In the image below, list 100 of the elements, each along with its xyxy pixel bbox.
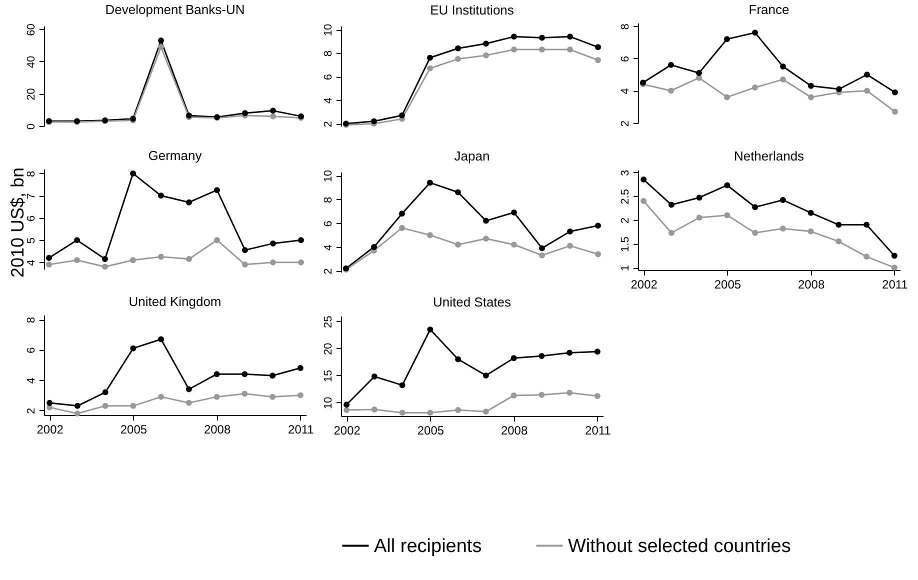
point (567, 242, 573, 249)
chart-title: Netherlands (734, 148, 805, 164)
point (158, 38, 164, 44)
point (668, 88, 674, 94)
point (864, 72, 870, 78)
point (640, 176, 647, 183)
point (539, 46, 545, 53)
x-tick-label: 2008 (798, 278, 825, 292)
point (780, 76, 786, 82)
point (371, 406, 378, 413)
point (566, 350, 573, 356)
y-tick-label: 10 (322, 396, 334, 410)
y-tick-label: 2 (26, 408, 38, 414)
point (158, 394, 164, 400)
point (752, 30, 758, 36)
point (214, 371, 220, 378)
point (836, 86, 842, 92)
point (102, 402, 108, 409)
point (242, 390, 248, 397)
point (864, 254, 870, 260)
point (102, 264, 108, 270)
point (780, 64, 786, 70)
y-tick-label: 40 (26, 56, 38, 68)
point (102, 389, 108, 396)
y-tick-label: 8 (322, 196, 334, 203)
x-tick-label: 2002 (630, 278, 658, 292)
y-tick-label: 4 (322, 244, 334, 251)
point (696, 194, 702, 201)
point (482, 408, 489, 415)
y-tick-label: 3 (620, 170, 632, 176)
y-tick-label: 8 (26, 170, 38, 178)
chart-title: United States (432, 294, 512, 310)
x-tick-label: 2011 (288, 422, 314, 436)
chart-title: Development Banks-UN (105, 2, 245, 18)
point (836, 238, 842, 244)
y-tick-label: 6 (620, 56, 632, 62)
y-tick-label: 20 (322, 342, 334, 356)
point (696, 70, 702, 76)
chart-title: France (748, 2, 790, 17)
point (427, 326, 434, 333)
point (668, 202, 674, 208)
point (74, 257, 80, 264)
point (668, 62, 674, 68)
point (130, 257, 136, 264)
point (371, 118, 377, 124)
point (214, 237, 220, 244)
y-tick-label: 2 (322, 268, 334, 274)
point (724, 36, 730, 42)
point (780, 226, 786, 232)
point (892, 89, 898, 96)
point (455, 356, 462, 362)
point (242, 262, 248, 268)
point (668, 230, 674, 236)
point (186, 400, 192, 406)
point (158, 192, 164, 199)
point (510, 355, 517, 362)
point (538, 392, 545, 398)
point (186, 386, 192, 392)
point (595, 57, 601, 64)
point (511, 34, 517, 40)
y-tick-label: 6 (26, 215, 38, 222)
point (891, 252, 898, 259)
point (808, 210, 814, 216)
y-tick-label: 10 (322, 24, 334, 36)
point (483, 40, 489, 47)
point (130, 345, 136, 352)
point (511, 46, 517, 53)
point (594, 393, 600, 399)
legend-label: Without selected countries (568, 536, 791, 557)
point (427, 54, 433, 61)
chart-title: Japan (454, 148, 490, 164)
point (455, 189, 461, 196)
point (455, 45, 461, 52)
point (595, 251, 601, 258)
point (511, 242, 517, 248)
y-axis-title: 2010 US$, bn (8, 166, 28, 280)
point (752, 230, 758, 236)
point (483, 52, 489, 58)
point (399, 224, 405, 231)
point (724, 182, 730, 188)
point (567, 34, 573, 40)
point (427, 65, 433, 72)
point (567, 46, 573, 53)
point (808, 82, 814, 89)
point (130, 402, 136, 409)
point (864, 88, 870, 94)
point (74, 410, 80, 416)
point (214, 394, 220, 400)
point (539, 252, 545, 258)
y-tick-label: 2 (322, 121, 334, 128)
point (399, 112, 405, 118)
chart-title: Germany (148, 148, 202, 163)
point (595, 44, 601, 50)
point (455, 56, 461, 62)
x-tick-label: 2002 (334, 424, 361, 438)
point (399, 382, 406, 388)
point (371, 374, 378, 380)
point (371, 244, 377, 250)
legend-label: All recipients (374, 536, 482, 557)
point (427, 180, 433, 186)
